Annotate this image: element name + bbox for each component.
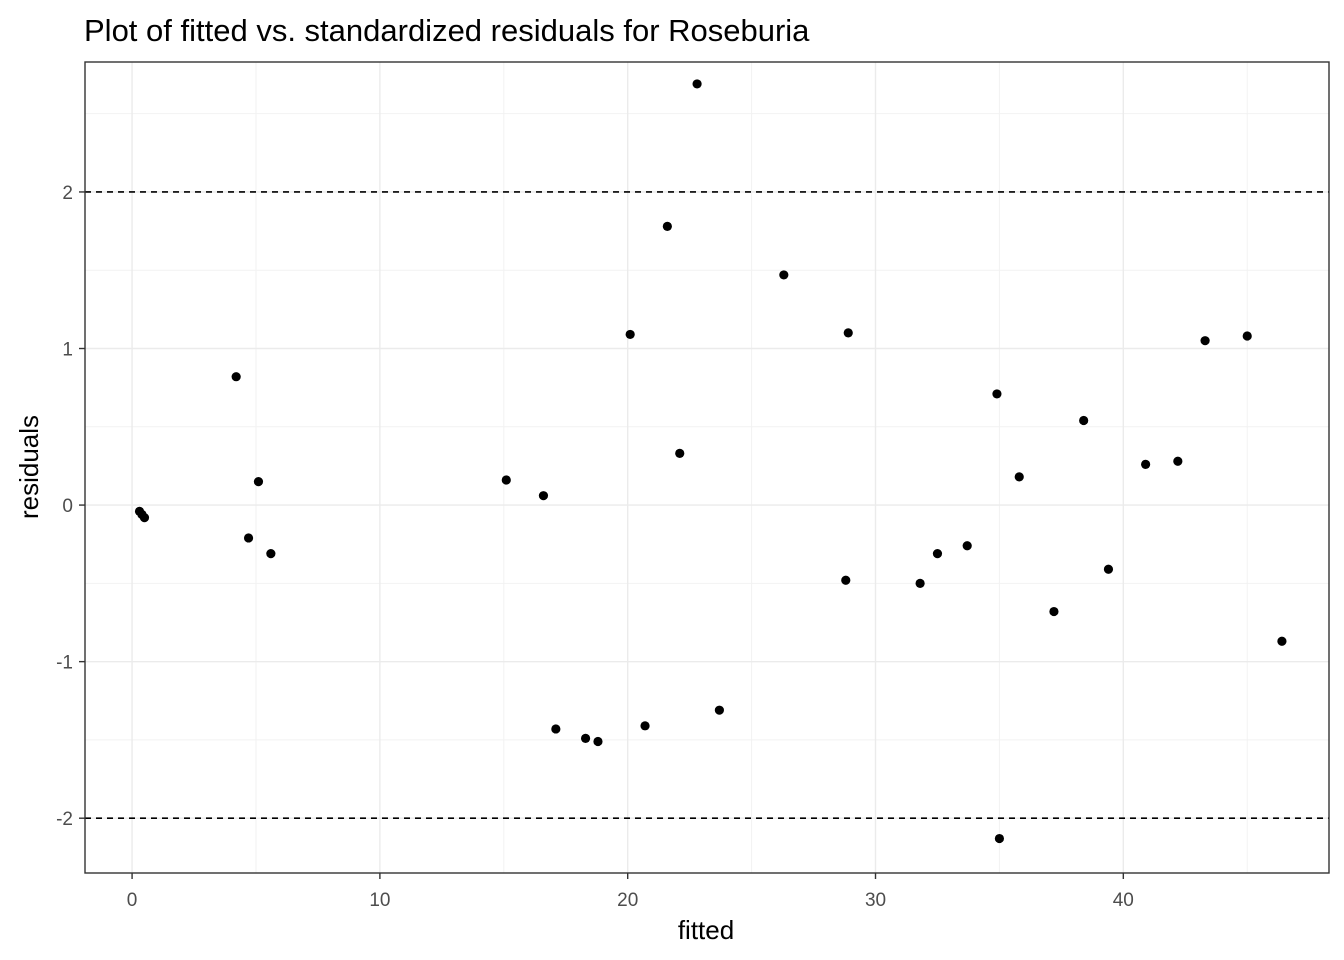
data-point xyxy=(580,733,591,743)
data-point xyxy=(1242,331,1252,341)
data-point xyxy=(1173,456,1183,466)
data-point xyxy=(841,575,851,585)
x-tick-label: 10 xyxy=(369,890,390,911)
minor-gridlines xyxy=(85,62,1329,873)
data-point xyxy=(994,833,1005,844)
data-point xyxy=(139,513,150,523)
data-point xyxy=(1079,415,1089,426)
x-axis-ticks: 0 10 20 30 40 xyxy=(127,873,1134,911)
data-point xyxy=(640,721,650,731)
data-point xyxy=(1141,459,1151,469)
data-point xyxy=(1049,606,1059,617)
data-point xyxy=(692,79,702,89)
data-point xyxy=(915,578,925,588)
data-point xyxy=(253,476,264,487)
x-tick-label: 40 xyxy=(1113,890,1134,911)
data-point xyxy=(932,549,943,559)
data-point xyxy=(843,328,853,338)
data-point xyxy=(625,329,635,340)
x-tick-label: 30 xyxy=(865,890,886,911)
reference-lines xyxy=(85,191,1329,820)
data-point xyxy=(538,491,549,501)
x-axis-title: fitted xyxy=(678,915,734,945)
y-tick-label: -2 xyxy=(56,809,73,830)
data-point xyxy=(231,372,241,382)
y-axis-title: residuals xyxy=(14,415,44,519)
data-point xyxy=(1014,472,1024,482)
data-point xyxy=(992,389,1002,399)
data-point xyxy=(962,541,972,551)
y-tick-label: 0 xyxy=(62,496,73,517)
y-tick-label: 1 xyxy=(62,340,73,361)
data-point xyxy=(1200,336,1210,346)
data-point xyxy=(675,448,685,459)
data-point xyxy=(551,724,561,734)
data-point xyxy=(1103,564,1114,574)
x-tick-label: 0 xyxy=(127,890,138,911)
data-points xyxy=(134,79,1287,844)
data-point xyxy=(1277,636,1287,646)
data-point xyxy=(714,705,724,715)
y-tick-label: 2 xyxy=(62,183,73,204)
plot-panel-border xyxy=(84,61,1330,874)
y-tick-label: -1 xyxy=(56,653,73,674)
data-point xyxy=(266,549,276,559)
data-point xyxy=(779,270,789,280)
data-point xyxy=(593,736,603,747)
data-point xyxy=(662,221,672,231)
data-point xyxy=(501,475,511,485)
y-axis-ticks: -2 -1 0 1 2 xyxy=(56,183,85,830)
data-point xyxy=(243,533,254,543)
major-gridlines xyxy=(85,62,1329,873)
x-tick-label: 20 xyxy=(617,890,638,911)
chart-title: Plot of fitted vs. standardized residual… xyxy=(84,13,810,48)
